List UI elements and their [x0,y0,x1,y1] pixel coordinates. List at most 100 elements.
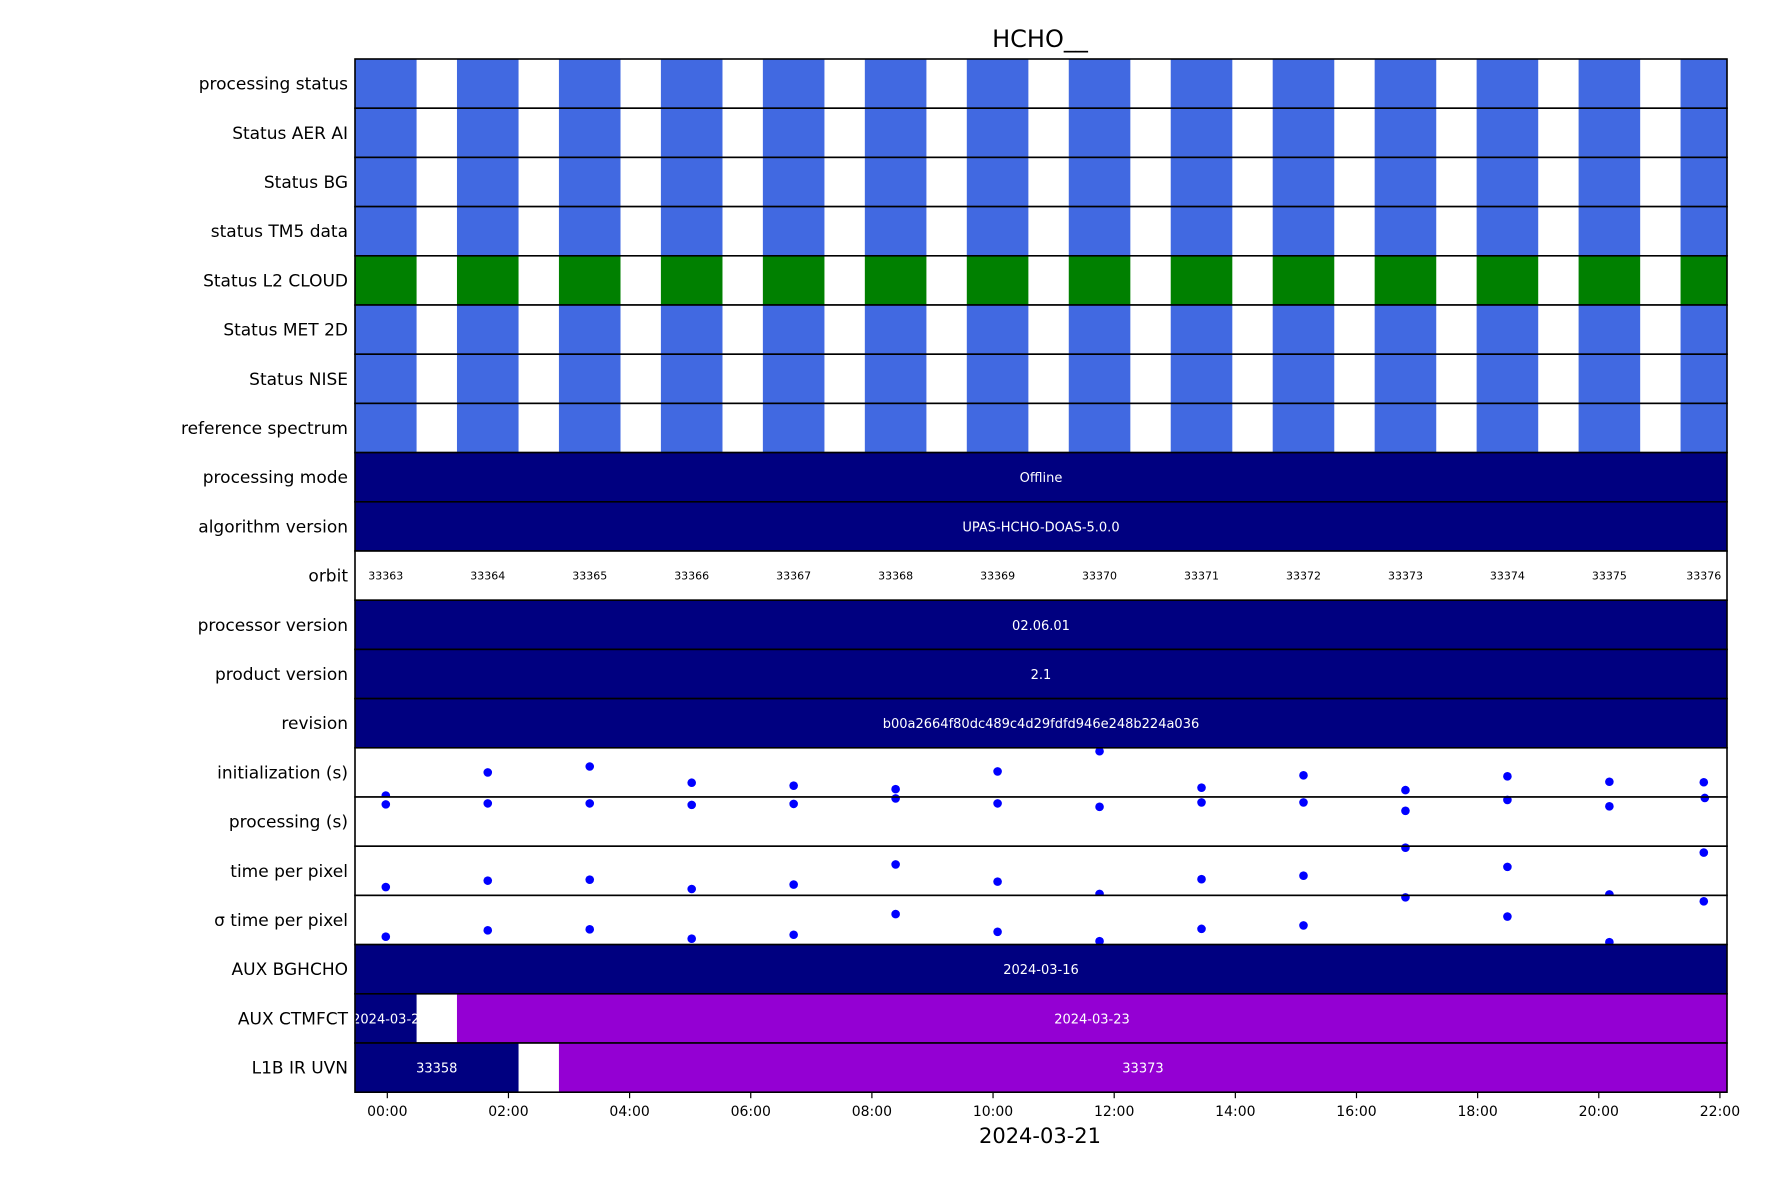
row-0 [354,58,1728,110]
status-bar [1476,354,1539,404]
status-bar [558,305,621,355]
status-bar [456,354,519,404]
row-label: Status NISE [249,370,348,390]
orbit-label: 33370 [1082,570,1117,583]
data-point [789,930,798,940]
row-label: L1B IR UVN [252,1059,348,1079]
row-label: processing status [199,75,348,95]
data-point [1299,921,1308,930]
x-tick-label: 18:00 [1457,1104,1497,1120]
band-segment [355,944,1727,994]
status-bar [456,255,519,305]
status-bar [558,403,621,453]
row-17 [354,893,1728,947]
status-bar [1476,206,1539,256]
status-bar [966,305,1029,355]
status-bar [1680,59,1727,109]
data-point [1197,783,1206,792]
status-bar [1578,59,1641,109]
data-point [789,880,798,889]
status-bar [966,108,1029,158]
orbit-label: 33367 [776,570,811,583]
data-point [381,932,391,942]
data-point [1299,798,1308,807]
status-bar [1272,354,1335,404]
status-bar [864,255,927,305]
status-bar [1272,206,1335,256]
data-point [1299,771,1308,780]
data-point [1700,793,1710,803]
status-bar [558,157,621,207]
band-label: 33358 [416,1062,457,1077]
row-labels: processing status Status AER AI Status BG s… [181,75,349,1079]
row-label: orbit [308,567,348,587]
status-bar [558,206,621,256]
status-bar [762,354,825,404]
status-bar [1272,255,1335,305]
status-bar [762,206,825,256]
orbit-label: 33363 [368,570,403,583]
x-tick-label: 16:00 [1336,1104,1376,1120]
data-point [483,799,493,808]
data-point [381,800,391,809]
data-point [789,781,798,790]
band-label: 2024-03-23 [1054,1012,1130,1027]
status-bar [1170,403,1233,453]
status-bar [660,354,723,404]
status-bar [1272,108,1335,158]
orbit-label: 33368 [878,570,913,583]
status-bar [355,206,417,256]
row-frame [354,1042,1728,1094]
x-tick-label: 22:00 [1700,1104,1740,1120]
x-tick-label: 02:00 [488,1104,528,1120]
band-label: 2024-03-16 [1003,963,1079,978]
x-tick-label: 00:00 [367,1104,407,1120]
band-label: 2.1 [1031,668,1052,683]
chart-title: HCHO__ [992,25,1089,53]
row-2 [354,156,1728,208]
data-point [585,799,595,808]
status-bar [1068,305,1131,355]
status-bar [1272,305,1335,355]
status-bar [762,305,825,355]
row-label: processing mode [203,468,348,488]
status-bar [1578,305,1641,355]
status-bar [1476,157,1539,207]
row-label: status TM5 data [211,222,348,242]
row-label: Status L2 CLOUD [203,271,348,291]
status-bar [456,108,519,158]
status-bar [456,305,519,355]
status-bar [456,59,519,109]
status-bar [660,305,723,355]
status-bar [762,108,825,158]
row-7 [354,402,1728,454]
data-point [1503,795,1512,805]
data-point [1299,871,1308,881]
status-bar [355,354,417,404]
data-point [1503,912,1512,921]
band-label: 02.06.01 [1012,619,1070,634]
status-bar [660,59,723,109]
data-point [687,884,696,894]
data-point [483,876,493,885]
row-background [355,797,1727,847]
x-tick-label: 06:00 [731,1104,771,1120]
status-bar [1680,305,1727,355]
status-bar [1680,157,1727,207]
x-tick-label: 20:00 [1579,1104,1619,1120]
orbit-label: 33376 [1686,570,1721,583]
status-bar [1068,108,1131,158]
band-label: 33373 [1122,1062,1163,1077]
status-bar [1374,305,1437,355]
data-point [891,860,900,869]
row-label: AUX BGHCHO [232,960,348,980]
row-background [355,747,1727,797]
status-bar [966,354,1029,404]
status-bar [1374,206,1437,256]
row-20: 33358 33373 [354,1042,1728,1094]
status-bar [1374,354,1437,404]
data-point [1605,802,1614,811]
row-19: 2024-03-2 2024-03-23 [352,992,1728,1044]
status-bar [1578,403,1641,453]
status-bar [1272,157,1335,207]
